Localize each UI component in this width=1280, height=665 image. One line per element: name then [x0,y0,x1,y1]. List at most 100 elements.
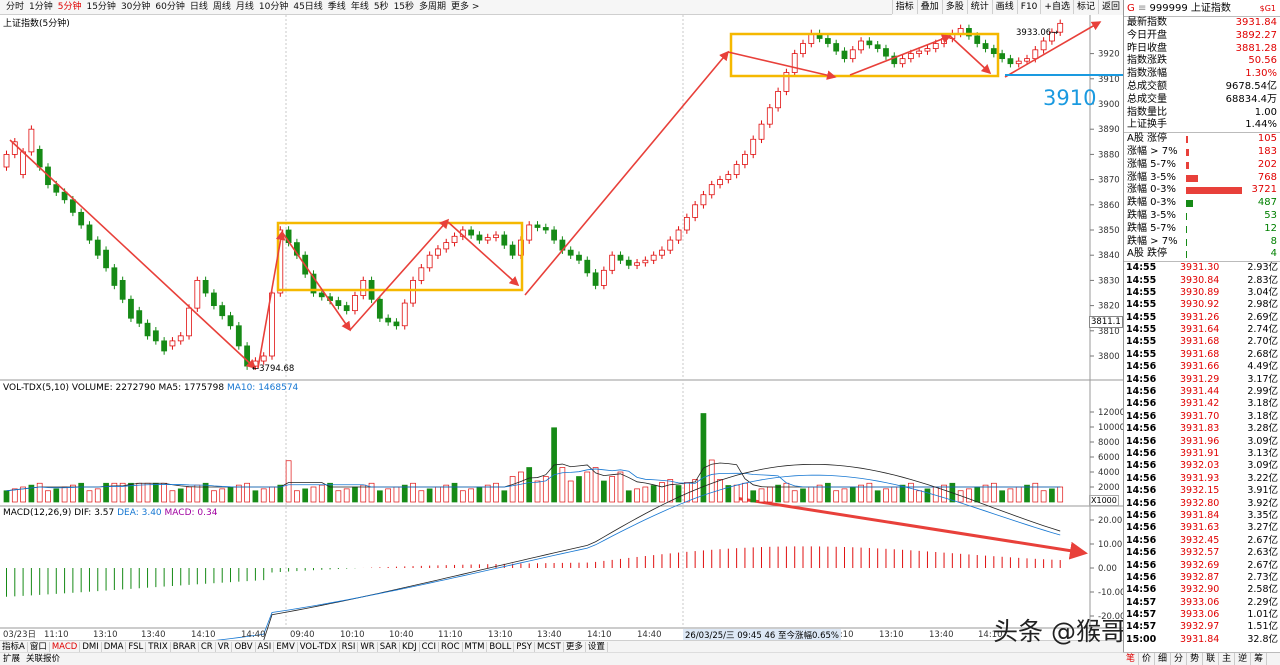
period-tab-2[interactable]: 5分钟 [57,2,82,12]
quote-header: G ≡ 999999 上证指数 $G1 [1124,0,1280,17]
tick-row: 14:57 3933.06 1.01亿 [1124,609,1280,621]
panel-tab-2[interactable]: 细 [1155,653,1172,665]
panel-tab-3[interactable]: 分 [1171,653,1188,665]
indicator-tab-21[interactable]: BOLL [487,642,515,653]
candle-90 [750,138,757,155]
period-tab-12[interactable]: 年线 [350,2,369,12]
vol-bar-102 [849,486,856,503]
period-tab-8[interactable]: 月线 [235,2,254,12]
toolbar-btn-4[interactable]: 画线 [991,0,1017,14]
indicator-tab-13[interactable]: VOL-TDX [298,642,340,653]
tick-row: 14:57 3932.97 1.51亿 [1124,621,1280,633]
bottom-link-0[interactable]: 扩展 [3,654,21,664]
candle-4 [36,148,43,168]
panel-tab-5[interactable]: 联 [1203,653,1220,665]
indicator-tab-25[interactable]: 设置 [586,642,608,653]
stat-label: 指数涨幅 [1127,68,1167,80]
period-tab-10[interactable]: 45日线 [293,2,323,12]
toolbar-btn-8[interactable]: 返回 [1097,0,1123,14]
vol-bar-89 [742,482,748,503]
toolbar-btn-1[interactable]: 叠加 [916,0,942,14]
indicator-tab-4[interactable]: DMA [102,642,127,653]
indicator-tab-24[interactable]: 更多 [564,642,586,653]
vol-unit: X1000 [1089,495,1119,506]
stat-value: 1.00 [1254,106,1277,118]
indicator-tab-22[interactable]: PSY [514,642,535,653]
indicator-tab-8[interactable]: CR [199,642,216,653]
indicator-tab-18[interactable]: CCI [420,642,439,653]
indicator-tab-12[interactable]: EMV [274,642,298,653]
vol-bar-44 [368,482,375,503]
tick-row: 14:55 3930.84 2.83亿 [1124,275,1280,287]
vol-bar-15 [128,482,134,503]
toolbar-btn-6[interactable]: +自选 [1040,0,1073,14]
toolbar-btn-5[interactable]: F10 [1016,0,1041,14]
stat-value: 3881.28 [1235,42,1277,54]
indicator-tab-15[interactable]: WR [358,642,378,653]
panel-tab-6[interactable]: 主 [1219,653,1236,665]
stat-row-2: 昨日收盘 3881.28 [1124,43,1280,56]
panel-tab-4[interactable]: 势 [1187,653,1204,665]
period-tab-4[interactable]: 30分钟 [120,2,151,12]
vol-bar-126 [1049,488,1055,503]
stat-row-8: 上证换手 1.44% [1124,119,1280,132]
indicator-tab-2[interactable]: MACD [50,642,81,653]
period-tab-7[interactable]: 周线 [212,2,231,12]
indicator-tab-23[interactable]: MCST [535,642,564,653]
period-tab-1[interactable]: 1分钟 [29,2,53,12]
panel-tab-0[interactable]: 笔 [1123,653,1140,665]
period-tab-5[interactable]: 60分钟 [155,2,185,12]
indicator-tab-9[interactable]: VR [216,642,233,653]
vol-bar-105 [874,490,881,503]
vol-bar-91 [758,488,765,503]
toolbar-btn-3[interactable]: 统计 [966,0,992,14]
indicator-tab-17[interactable]: KDJ [400,642,420,653]
panel-tab-8[interactable]: 筹 [1251,653,1268,665]
quote-panel: G ≡ 999999 上证指数 $G1 最新指数 3931.84 今日开盘 3892.… [1123,0,1280,665]
toolbar-btn-7[interactable]: 标记 [1072,0,1098,14]
tick-list[interactable]: 14:55 3931.30 2.93亿 14:55 3930.84 2.83亿 14:55 3… [1124,261,1280,646]
period-tab-0[interactable]: 分时 [6,2,25,12]
indicator-tab-5[interactable]: FSL [126,642,147,653]
indicator-tab-16[interactable]: SAR [378,642,400,653]
tag: $G1 [1259,4,1276,13]
period-tab-6[interactable]: 日线 [189,2,208,12]
toolbar-btn-0[interactable]: 指标 [891,0,917,14]
candle-19 [161,340,168,352]
period-tab-13[interactable]: 5秒 [373,2,389,12]
vol-bar-92 [766,486,773,503]
macd-tick: -20.00 [1098,612,1123,622]
period-tab-16[interactable]: 更多 > [451,2,480,12]
breadth-label: 跌幅 3-5% [1127,209,1177,221]
indicator-tab-7[interactable]: BRAR [171,642,199,653]
kline-chart[interactable]: 3920391039003890388038703860385038403830… [0,0,1123,640]
indicator-tab-10[interactable]: OBV [232,642,256,653]
tick-price: 3931.42 [1180,398,1220,410]
toolbar-btn-2[interactable]: 多股 [941,0,967,14]
tick-price: 3932.80 [1180,497,1220,509]
indicator-tab-1[interactable]: 窗口 [28,642,50,653]
bottom-link-1[interactable]: 关联报价 [26,654,61,664]
macd-dea: DEA: 3.40 [117,508,162,518]
indicator-tab-0[interactable]: 指标A [0,642,28,653]
indicator-tab-3[interactable]: DMI [80,642,102,653]
breadth-row-2: 涨幅 5-7% 202 [1124,159,1280,172]
indicator-tab-6[interactable]: TRIX [146,642,171,653]
candle-48 [401,302,408,327]
panel-tab-1[interactable]: 价 [1139,653,1156,665]
tick-price: 3932.45 [1180,534,1220,546]
indicator-tab-20[interactable]: MTM [463,642,488,653]
period-tab-3[interactable]: 15分钟 [86,2,116,12]
period-tab-15[interactable]: 多周期 [419,2,447,12]
indicator-tab-19[interactable]: ROC [439,642,463,653]
time-label-8: 10:40 [389,630,414,640]
period-tab-14[interactable]: 15秒 [393,2,415,12]
stat-row-1: 今日开盘 3892.27 [1124,30,1280,43]
stat-value: 1.44% [1245,119,1277,131]
period-tab-9[interactable]: 10分钟 [258,2,289,12]
indicator-tab-11[interactable]: ASI [256,642,275,653]
period-tab-11[interactable]: 季线 [327,2,346,12]
time-label-11: 13:40 [537,630,562,640]
panel-tab-7[interactable]: 逆 [1235,653,1252,665]
indicator-tab-14[interactable]: RSI [340,642,359,653]
